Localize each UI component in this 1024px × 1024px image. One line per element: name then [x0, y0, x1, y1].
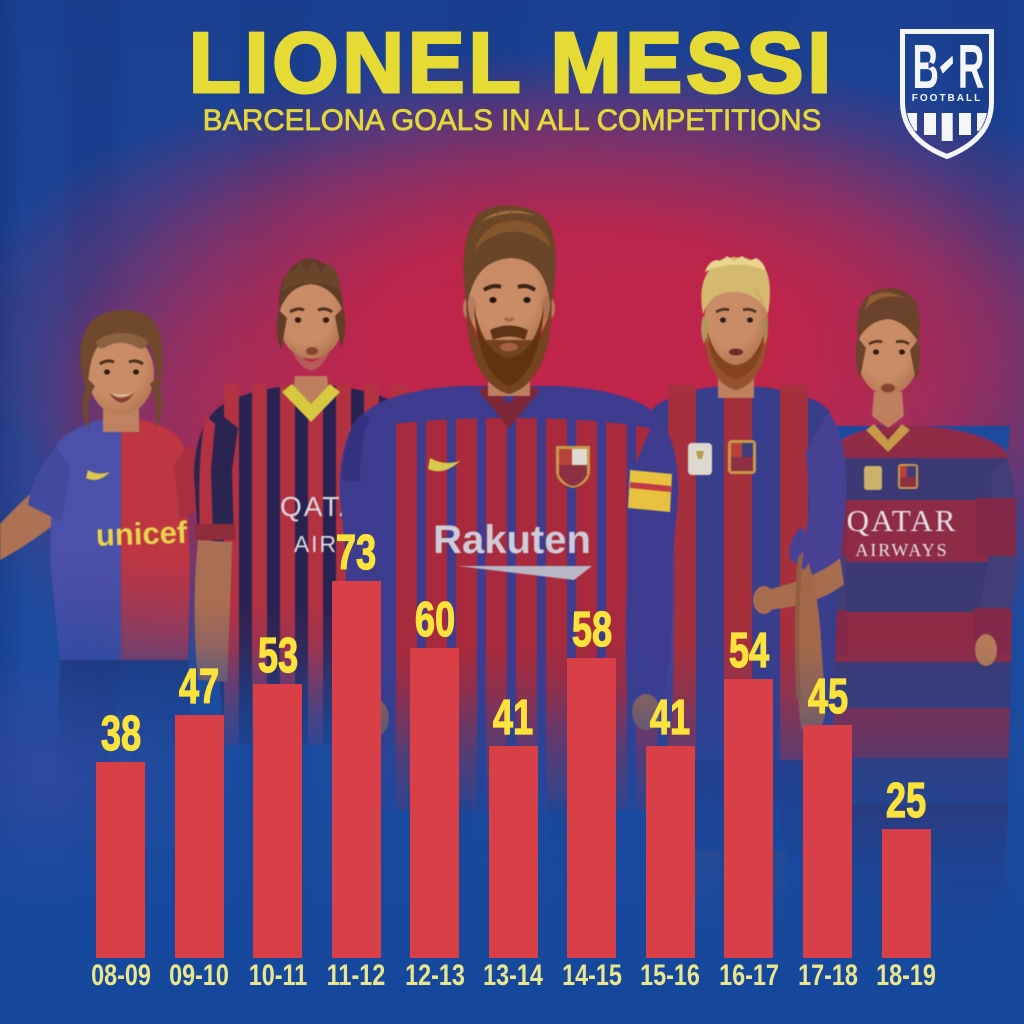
svg-text:R: R [958, 32, 984, 101]
svg-text:B: B [912, 32, 938, 101]
svg-text:FOOTBALL: FOOTBALL [912, 93, 982, 104]
